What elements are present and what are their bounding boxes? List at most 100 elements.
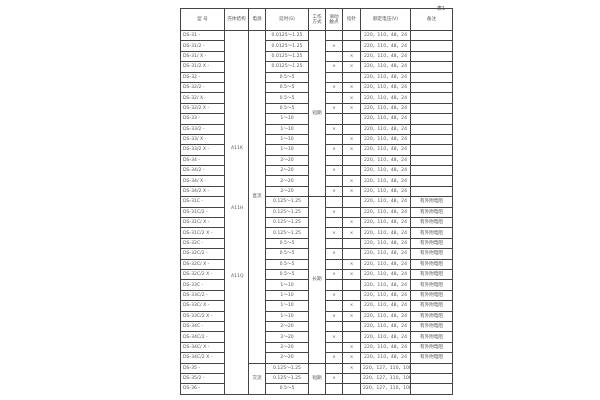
delay-cell: 2～20 <box>265 175 309 187</box>
pointer-cell: × <box>342 300 361 312</box>
slide-contact-cell <box>325 92 343 104</box>
model-cell: DS-34C - <box>180 320 225 333</box>
slide-contact-cell: × <box>325 144 343 156</box>
voltage-cell: 220，110，48，24 <box>360 320 411 333</box>
model-cell: DS-34C/ X - <box>180 341 225 354</box>
slide-contact-cell <box>325 71 343 83</box>
remark-cell: 有外附电阻 <box>410 258 453 271</box>
remark-cell: 有外附电阻 <box>410 196 453 208</box>
slide-contact-cell: × <box>325 102 343 115</box>
pointer-cell <box>342 196 361 208</box>
table-row: DS-31 - A11K A11H A11Q 直流 0.0125～1.25 短期 220，11… <box>180 29 453 395</box>
voltage-cell: 220，110，48，24 <box>360 165 411 177</box>
remark-cell <box>410 61 453 73</box>
pointer-cell <box>342 40 361 52</box>
slide-contact-cell: × <box>325 185 343 198</box>
pointer-cell <box>342 279 361 291</box>
mode-short-cell: 短期 <box>308 29 326 198</box>
remark-cell: 有外附电阻 <box>410 310 453 322</box>
header-remark: 备注 <box>410 8 453 31</box>
table-row: DS-33 - 1～10 220，110，48，24 <box>180 113 453 125</box>
table-row: DS-31C -0.125～1.25 长期 220，110，48，24 有外附电阻 <box>180 196 453 364</box>
delay-cell: 1～10 <box>265 144 309 156</box>
remark-cell <box>410 50 453 63</box>
pointer-cell <box>342 383 361 395</box>
delay-cell: 0.5～5 <box>265 248 309 260</box>
voltage-cell: 220，110，48，24 <box>360 133 411 146</box>
voltage-cell: 220，110，48，24 <box>360 227 411 239</box>
delay-cell: 1～10 <box>265 279 309 291</box>
remark-cell <box>410 362 453 374</box>
slide-contact-cell <box>325 362 343 374</box>
pointer-cell: × <box>342 310 361 322</box>
pointer-cell <box>342 331 361 343</box>
remark-cell <box>410 113 453 125</box>
voltage-cell: 220，110，48，24 <box>360 237 411 250</box>
voltage-cell: 220，110，48，24 <box>360 40 411 52</box>
model-cell: DS-33 - <box>180 113 225 125</box>
remark-cell: 有外附电阻 <box>410 352 453 364</box>
slide-contact-cell <box>325 50 343 63</box>
slide-contact-cell: × <box>325 40 343 52</box>
pointer-cell: × <box>342 50 361 63</box>
slide-contact-cell <box>325 258 343 271</box>
voltage-cell: 220，110，48，24 <box>360 196 411 208</box>
pointer-cell <box>342 248 361 260</box>
pointer-cell: × <box>342 217 361 229</box>
delay-cell: 0.125～1.25 <box>265 362 309 374</box>
pointer-cell: × <box>342 61 361 73</box>
model-cell: DS-31C - <box>180 196 225 208</box>
remark-cell: 有外附电阻 <box>410 206 453 219</box>
pointer-cell <box>342 165 361 177</box>
pointer-cell: × <box>342 102 361 115</box>
slide-contact-cell <box>325 300 343 312</box>
model-cell: DS-34C/2 X - <box>180 352 225 364</box>
model-cell: DS-36 - <box>180 383 225 395</box>
voltage-cell: 220，110，48，24 <box>360 206 411 219</box>
slide-contact-cell: × <box>325 352 343 364</box>
remark-cell <box>410 81 453 94</box>
pointer-cell: × <box>342 352 361 364</box>
delay-cell: 2～20 <box>265 320 309 333</box>
slide-contact-cell <box>325 237 343 250</box>
pointer-cell: × <box>342 362 361 374</box>
relay-spec-table: 型 号 壳体结构 电源 延时(S) 工作方式 滑动触点 指针 额定电压(V) 备… <box>180 8 453 395</box>
voltage-cell: 220，110，48，24 <box>360 248 411 260</box>
delay-cell: 0.125～1.25 <box>265 196 309 208</box>
pointer-cell <box>342 29 361 42</box>
slide-contact-cell <box>325 217 343 229</box>
model-cell: DS-31C/ X - <box>180 217 225 229</box>
model-cell: DS-33C - <box>180 279 225 291</box>
model-cell: DS-34 - <box>180 154 225 167</box>
pointer-cell <box>342 113 361 125</box>
slide-contact-cell <box>325 29 343 42</box>
voltage-cell: 220，127，110，100 <box>360 372 411 385</box>
delay-cell: 0.125～1.25 <box>265 217 309 229</box>
voltage-cell: 220，110，48，24 <box>360 331 411 343</box>
header-model: 型 号 <box>180 8 225 31</box>
voltage-cell: 220，110，48，24 <box>360 268 411 281</box>
model-cell: DS-32/2 X - <box>180 102 225 115</box>
power-dc-cell: 直流 <box>248 30 266 364</box>
remark-cell <box>410 175 453 187</box>
voltage-cell: 220，110，48，24 <box>360 217 411 229</box>
pointer-cell <box>342 154 361 167</box>
delay-cell: 0.0125～1.25 <box>265 40 309 52</box>
remark-cell <box>410 154 453 167</box>
header-mode: 工作方式 <box>308 8 326 31</box>
model-cell: DS-33/2 X - <box>180 144 225 156</box>
voltage-cell: 220，110，48，24 <box>360 29 411 42</box>
delay-cell: 0.5～5 <box>265 81 309 94</box>
header-delay: 延时(S) <box>265 8 309 31</box>
remark-cell: 有外附电阻 <box>410 227 453 239</box>
voltage-cell: 220，110，48，24 <box>360 310 411 322</box>
model-cell: DS-32C - <box>180 237 225 250</box>
model-cell: DS-35/2 - <box>180 372 225 385</box>
voltage-cell: 220，110，48，24 <box>360 113 411 125</box>
voltage-cell: 220，110，48，24 <box>360 279 411 291</box>
remark-cell: 有外附电阻 <box>410 268 453 281</box>
model-cell: DS-34/2 X - <box>180 185 225 198</box>
table-row: DS-32/2 X -0.5～5 × × 220，110，48，24 <box>180 102 453 115</box>
mode-long-cell: 长期 <box>308 196 326 364</box>
slide-contact-cell: × <box>325 331 343 343</box>
